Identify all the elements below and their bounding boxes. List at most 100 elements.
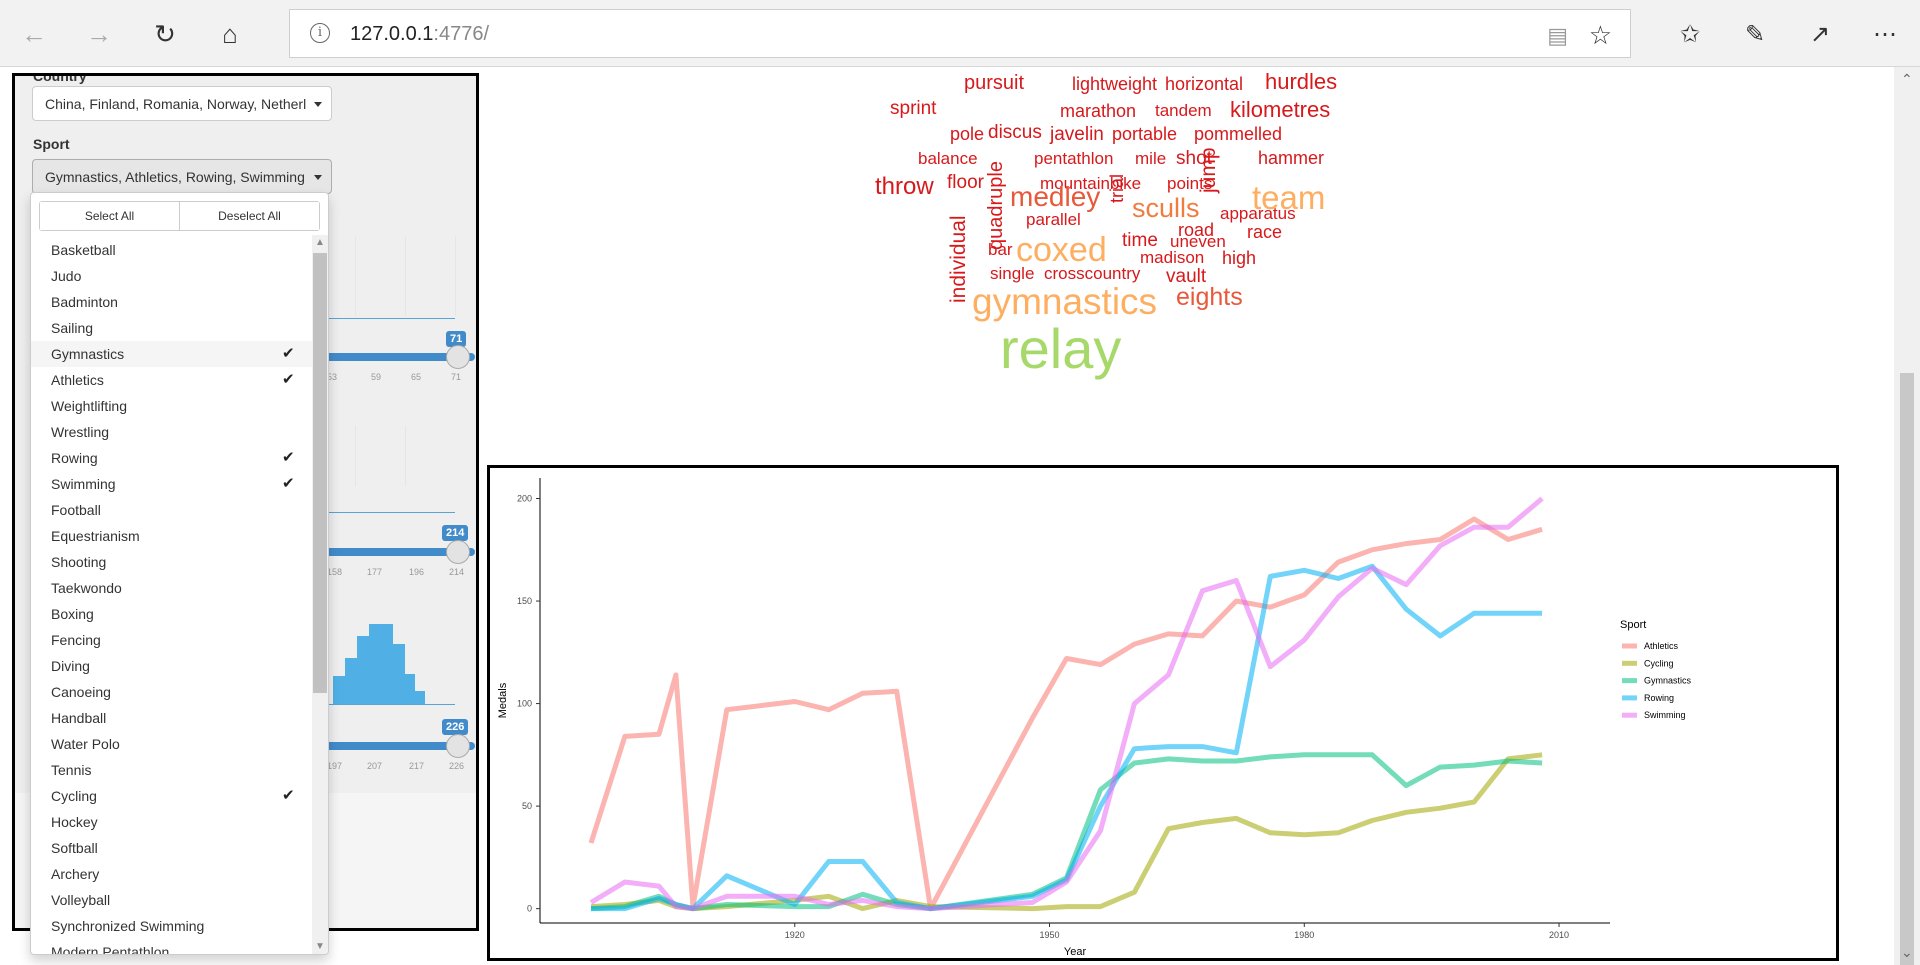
- address-bar[interactable]: i 127.0.0.1:4776/ ▤ ☆: [289, 9, 1631, 58]
- histogram-baseline: [325, 318, 455, 319]
- slider-track[interactable]: [315, 548, 475, 556]
- country-select[interactable]: China, Finland, Romania, Norway, Netherl: [32, 86, 332, 121]
- sport-option-label: Badminton: [51, 294, 118, 310]
- sport-option[interactable]: Basketball: [31, 237, 313, 263]
- x-tick-label: 1950: [1040, 930, 1060, 940]
- sport-option[interactable]: Judo: [31, 263, 313, 289]
- sport-option-label: Modern Pentathlon: [51, 944, 170, 955]
- deselect-all-button[interactable]: Deselect All: [179, 202, 319, 230]
- share-icon[interactable]: ↗: [1809, 20, 1831, 48]
- sport-option[interactable]: Taekwondo: [31, 575, 313, 601]
- slider-tick-label: 59: [371, 372, 382, 382]
- medals-line-chart: 0 50 100 150 200 1920 1950 1980 2010 Year Medals Sp…: [487, 465, 1839, 961]
- back-arrow-icon[interactable]: ←: [21, 18, 47, 49]
- favorites-list-icon[interactable]: ✩: [1679, 20, 1701, 48]
- sport-option[interactable]: Diving: [31, 653, 313, 679]
- histogram-bar: [369, 624, 381, 704]
- dropdown-scrollbar[interactable]: ▲ ▼: [312, 235, 328, 954]
- wordcloud-word: vault: [1166, 266, 1207, 287]
- slider-handle[interactable]: [446, 345, 470, 369]
- sport-dropdown-menu: Select All Deselect All Basketball Judo Ba…: [30, 192, 329, 955]
- sport-option[interactable]: Tennis: [31, 757, 313, 783]
- legend-label: Athletics: [1644, 641, 1679, 651]
- bulk-actions: Select All Deselect All: [39, 201, 320, 231]
- wordcloud-word: tandem: [1155, 101, 1212, 120]
- more-menu-icon[interactable]: ⋯: [1873, 20, 1897, 48]
- grid-line: [455, 236, 456, 316]
- wordcloud-word: bar: [988, 240, 1013, 259]
- grid-line: [405, 426, 406, 486]
- sport-option[interactable]: Fencing: [31, 627, 313, 653]
- scroll-down-icon[interactable]: ⌄: [1901, 944, 1913, 960]
- forward-arrow-icon[interactable]: →: [86, 18, 112, 49]
- sport-option[interactable]: Synchronized Swimming: [31, 913, 313, 939]
- wordcloud-word: throw: [875, 173, 934, 200]
- wordcloud-word: road: [1178, 220, 1215, 240]
- sport-option[interactable]: Archery: [31, 861, 313, 887]
- favorite-star-icon[interactable]: ☆: [1588, 20, 1612, 50]
- sport-option-label: Weightlifting: [51, 398, 128, 414]
- sport-option[interactable]: Equestrianism: [31, 523, 313, 549]
- sport-option[interactable]: Modern Pentathlon: [31, 939, 313, 955]
- wordcloud-word: pole: [950, 124, 985, 144]
- wordcloud-word: discus: [988, 122, 1042, 143]
- refresh-icon[interactable]: ↻: [154, 18, 176, 49]
- sport-option[interactable]: Canoeing: [31, 679, 313, 705]
- slider-handle[interactable]: [446, 540, 470, 564]
- y-tick-label: 100: [517, 699, 532, 709]
- wordcloud-word: javelin: [1050, 124, 1104, 145]
- scrollbar-thumb[interactable]: [313, 253, 327, 693]
- slider-track[interactable]: [315, 742, 475, 750]
- slider-tick-label: 71: [451, 372, 462, 382]
- home-icon[interactable]: ⌂: [222, 18, 238, 49]
- wordcloud-word: mountainbike: [1040, 174, 1142, 193]
- country-select-value: China, Finland, Romania, Norway, Netherl: [45, 96, 307, 112]
- sport-option[interactable]: Gymnastics ✔: [31, 341, 313, 367]
- wordcloud-word: points: [1167, 174, 1213, 193]
- info-icon[interactable]: i: [310, 23, 330, 43]
- sport-option[interactable]: Cycling ✔: [31, 783, 313, 809]
- sport-option[interactable]: Athletics ✔: [31, 367, 313, 393]
- scroll-up-icon[interactable]: ⌃: [1901, 71, 1913, 87]
- sport-option[interactable]: Hockey: [31, 809, 313, 835]
- select-all-button[interactable]: Select All: [40, 202, 179, 230]
- sport-option-label: Gymnastics: [51, 346, 125, 362]
- sport-option[interactable]: Weightlifting: [31, 393, 313, 419]
- sport-option[interactable]: Water Polo: [31, 731, 313, 757]
- sport-option[interactable]: Handball: [31, 705, 313, 731]
- sport-option[interactable]: Softball: [31, 835, 313, 861]
- wordcloud-word: gymnastics: [972, 281, 1158, 322]
- wordcloud-word: single: [990, 264, 1035, 283]
- series-line-swimming: [589, 496, 1544, 912]
- sport-option[interactable]: Football: [31, 497, 313, 523]
- sport-select-value: Gymnastics, Athletics, Rowing, Swimming: [45, 169, 305, 185]
- page-scrollbar-thumb[interactable]: [1900, 373, 1914, 965]
- browser-toolbar: ← → ↻ ⌂ i 127.0.0.1:4776/ ▤ ☆ ✩ ✎ ↗ ⋯: [0, 0, 1920, 67]
- slider-tick-label: 197: [327, 761, 343, 771]
- slider-tick-label: 207: [367, 761, 383, 771]
- sport-option[interactable]: Shooting: [31, 549, 313, 575]
- pen-icon[interactable]: ✎: [1744, 20, 1766, 48]
- url-text[interactable]: 127.0.0.1:4776/: [350, 23, 490, 45]
- slider-handle[interactable]: [446, 734, 470, 758]
- sport-option[interactable]: Badminton: [31, 289, 313, 315]
- wordcloud-word: high: [1222, 248, 1257, 268]
- histogram-bar: [405, 674, 415, 704]
- page-scrollbar[interactable]: ⌃ ⌄: [1894, 67, 1920, 965]
- legend-title: Sport: [1620, 619, 1646, 631]
- wordcloud-word: floor: [947, 172, 984, 193]
- wordcloud-word: relay: [1000, 317, 1122, 380]
- sport-option[interactable]: Sailing: [31, 315, 313, 341]
- sport-option[interactable]: Rowing ✔: [31, 445, 313, 471]
- reading-view-icon[interactable]: ▤: [1547, 23, 1568, 48]
- scroll-down-icon[interactable]: ▼: [315, 941, 325, 952]
- sport-option-label: Sailing: [51, 320, 94, 336]
- sport-option[interactable]: Wrestling: [31, 419, 313, 445]
- scroll-up-icon[interactable]: ▲: [315, 237, 325, 248]
- sport-option[interactable]: Boxing: [31, 601, 313, 627]
- sport-select[interactable]: Gymnastics, Athletics, Rowing, Swimming: [32, 159, 332, 194]
- sport-option-label: Swimming: [51, 476, 116, 492]
- sport-option[interactable]: Volleyball: [31, 887, 313, 913]
- slider-track[interactable]: [315, 353, 475, 361]
- sport-option[interactable]: Swimming ✔: [31, 471, 313, 497]
